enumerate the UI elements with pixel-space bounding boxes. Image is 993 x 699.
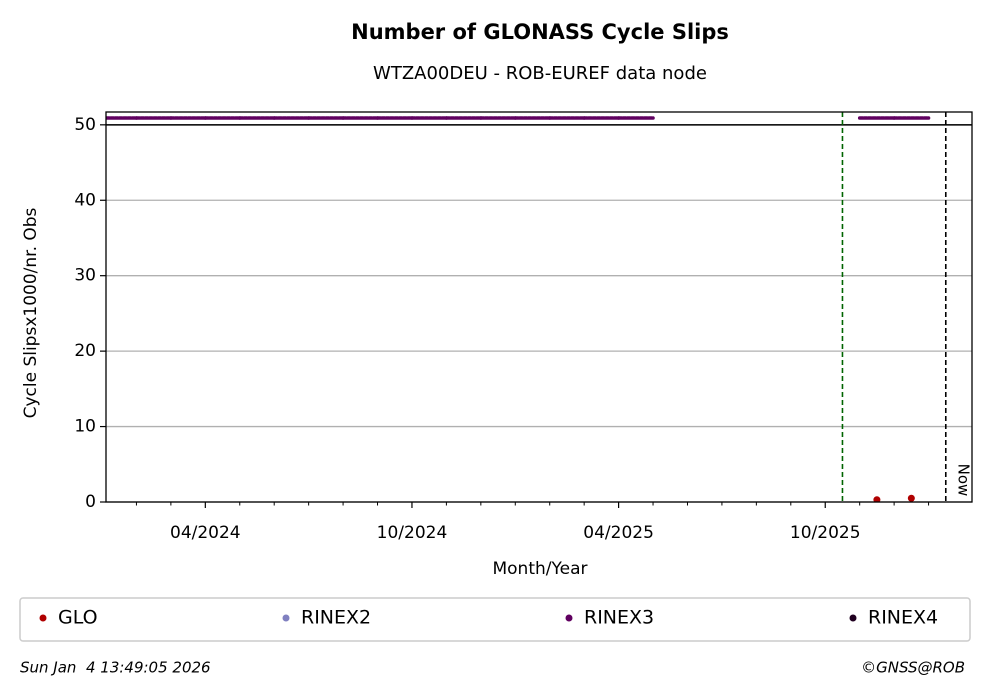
vertical-line-label: Now [954, 464, 972, 497]
y-tick-label: 30 [74, 266, 96, 286]
y-axis-label: Cycle Slipsx1000/nr. Obs [21, 207, 41, 418]
data-point [907, 494, 915, 502]
plot-frame [105, 111, 973, 503]
y-tick-label: 20 [74, 341, 96, 361]
chart-subtitle: WTZA00DEU - ROB-EUREF data node [373, 63, 707, 84]
plot-data [106, 116, 931, 502]
legend-label: GLO [58, 607, 98, 629]
x-tick-label: 10/2024 [377, 523, 448, 543]
y-tick-label: 10 [74, 417, 96, 437]
x-tick-label: 04/2025 [583, 523, 654, 543]
legend-label: RINEX3 [584, 607, 654, 629]
legend-label: RINEX2 [301, 607, 371, 629]
legend-label: RINEX4 [868, 607, 938, 629]
data-point [873, 496, 881, 502]
timestamp: Sun Jan 4 13:49:05 2026 [20, 659, 211, 677]
legend-marker [565, 614, 573, 622]
y-tick-label: 40 [74, 190, 96, 210]
x-tick-label: 10/2025 [790, 523, 861, 543]
x-axis-label: Month/Year [492, 559, 587, 579]
legend-marker [849, 614, 857, 622]
legend-marker [39, 614, 47, 622]
y-tick-label: 0 [85, 492, 96, 512]
y-tick-label: 50 [74, 115, 96, 135]
x-tick-label: 04/2024 [170, 523, 241, 543]
credit: ©GNSS@ROB [861, 659, 965, 677]
chart-title: Number of GLONASS Cycle Slips [351, 20, 729, 44]
legend-box [19, 597, 971, 642]
legend-marker [282, 614, 290, 622]
